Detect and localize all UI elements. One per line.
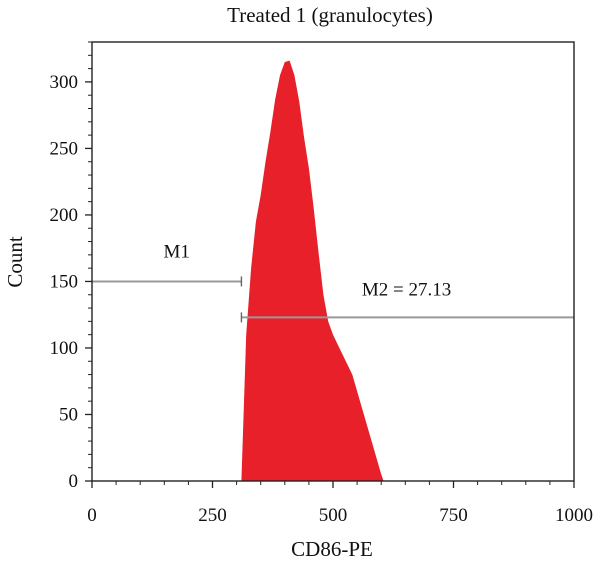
x-tick-label-4: 1000 (555, 505, 593, 526)
chart-title: Treated 1 (granulocytes) (227, 3, 433, 27)
axis-ticks: 0 250 500 750 1000 0 50 100 150 200 250 300 (50, 41, 593, 526)
histogram-fill-layer (241, 60, 384, 481)
y-tick-label-2: 100 (50, 338, 79, 359)
x-tick-label-0: 0 (87, 505, 97, 526)
y-tick-label-3: 150 (50, 271, 79, 292)
y-axis-label: Count (3, 236, 27, 288)
histogram-area-0 (241, 60, 384, 481)
y-tick-label-0: 0 (69, 471, 79, 492)
x-axis-label: CD86-PE (291, 537, 373, 561)
x-tick-label-2: 500 (319, 505, 348, 526)
y-tick-label-4: 200 (50, 205, 79, 226)
y-tick-label-5: 250 (50, 138, 79, 159)
marker-label-2: M2 = 27.13 (362, 279, 451, 300)
y-tick-label-1: 50 (59, 404, 78, 425)
x-tick-label-1: 250 (198, 505, 227, 526)
y-tick-label-6: 300 (50, 72, 79, 93)
plot-area: M1 M2 = 27.13 0 250 500 750 1000 0 50 100 150 200 2… (50, 41, 593, 526)
marker-label-1: M1 (164, 241, 190, 262)
x-tick-label-3: 750 (439, 505, 468, 526)
gate-markers: M1 M2 = 27.13 (92, 241, 574, 323)
